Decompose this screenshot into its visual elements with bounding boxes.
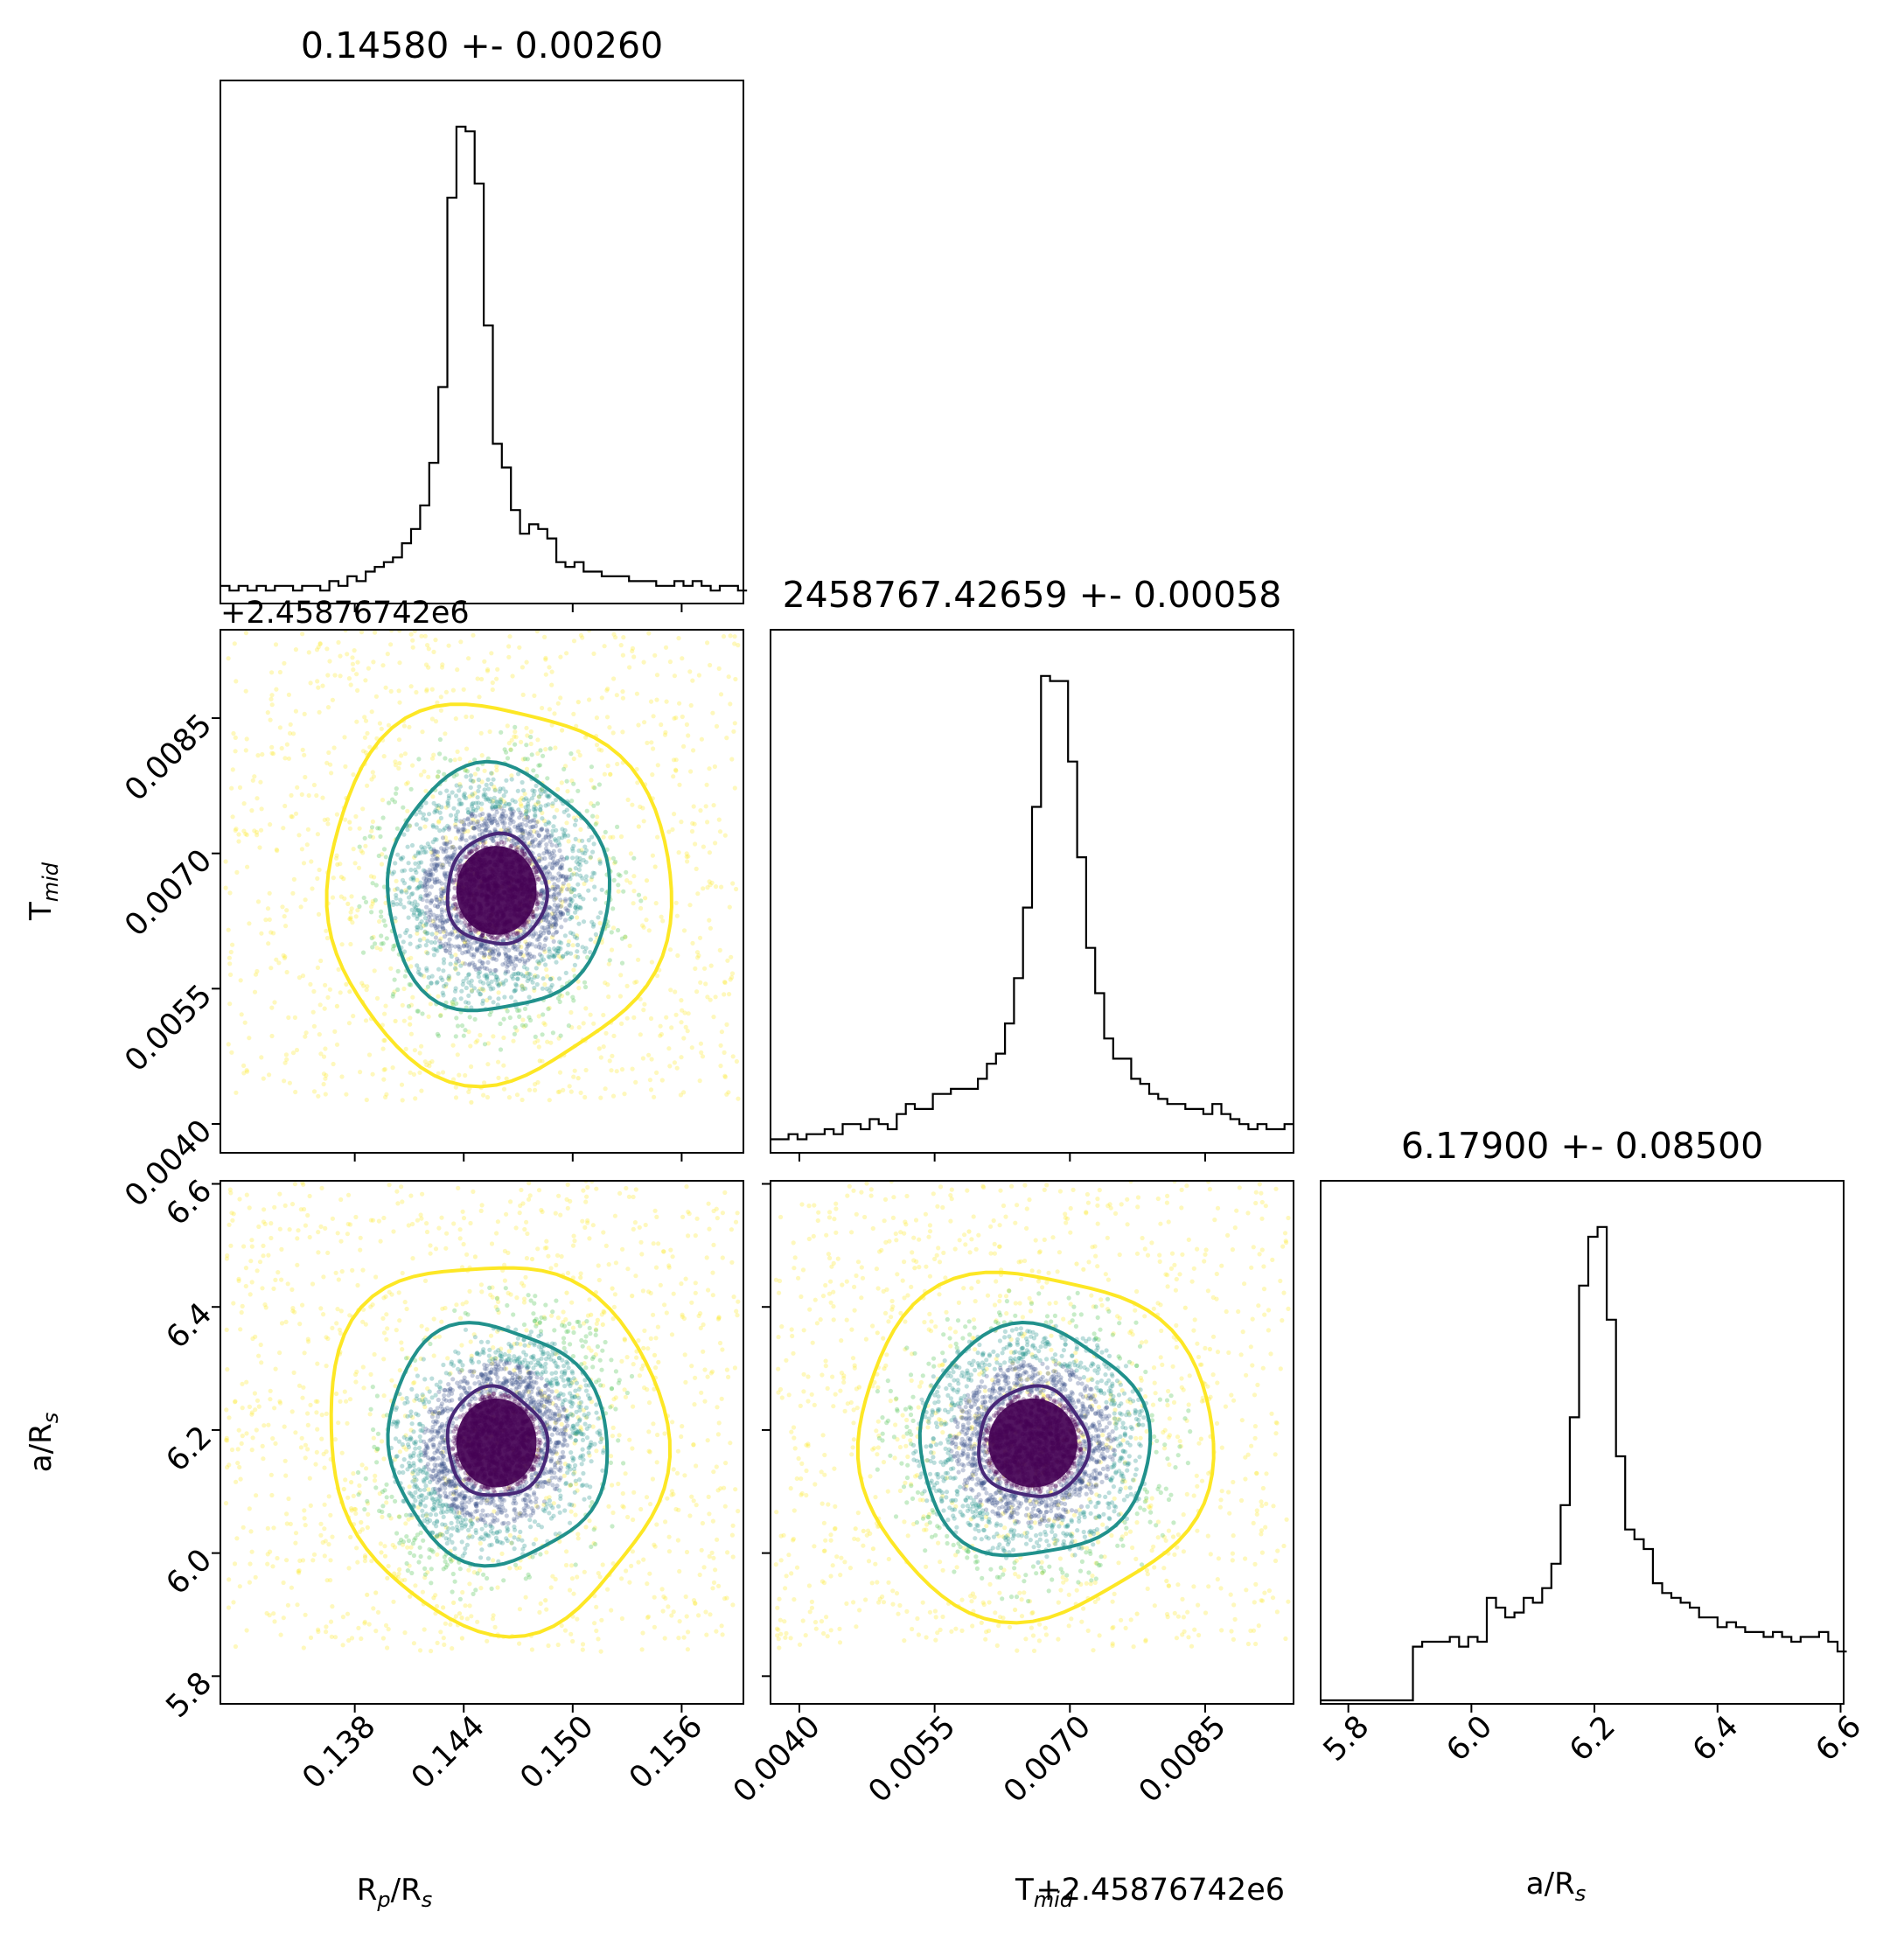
histogram-step-tmid [771, 674, 1294, 1141]
contour-middle [385, 759, 612, 1013]
panel-frame [220, 629, 744, 1154]
contour-inner [977, 1384, 1091, 1498]
histogram-panel-rp [220, 80, 748, 604]
x-tick-label-ars: 6.0 [1440, 1709, 1500, 1769]
contour-outer [324, 702, 673, 1089]
histogram-step-rp [220, 125, 748, 592]
x-offset-text-tmid: +2.45876742e6 [1036, 1873, 1285, 1908]
contour-inner [445, 1384, 550, 1497]
contour-outer [329, 1266, 673, 1639]
contour-middle [386, 1321, 610, 1568]
contour-middle [917, 1320, 1153, 1558]
contour-inner [445, 831, 549, 946]
x-tick-label-ars: 6.6 [1810, 1709, 1869, 1769]
y-offset-text-tmid: +2.45876742e6 [220, 596, 470, 631]
y-axis-label-ars: a/Rs [24, 1413, 63, 1472]
density-core [988, 1398, 1078, 1488]
histogram-title-ars: 6.17900 +- 0.08500 [1401, 1125, 1763, 1167]
x-tick-label-ars: 5.8 [1317, 1709, 1377, 1769]
x-tick-label-ars: 6.4 [1686, 1709, 1746, 1769]
x-tick-label-rp: 0.150 [514, 1709, 601, 1796]
y-tick-label-ars: 6.4 [160, 1296, 220, 1356]
x-tick-label-rp: 0.144 [405, 1709, 492, 1796]
scatter-panel-rp-ars [220, 1180, 744, 1705]
density-core [456, 1398, 537, 1488]
panel-frame-tmid [770, 629, 1294, 1154]
density-core [456, 846, 537, 935]
y-tick-label-ars: 6.0 [160, 1543, 220, 1602]
contour-outer [855, 1270, 1216, 1625]
y-axis-label-tmid: Tmid [24, 862, 63, 921]
panel-frame [220, 1180, 744, 1705]
y-tick-label-ars: 5.8 [160, 1665, 220, 1725]
x-tick-label-tmid: 0.0040 [727, 1709, 827, 1810]
x-axis-label-rp: Rp/Rs [357, 1873, 432, 1912]
histogram-title-rp: 0.14580 +- 0.00260 [301, 24, 663, 66]
y-tick-label-tmid: 0.0055 [118, 978, 219, 1078]
x-tick-label-tmid: 0.0055 [862, 1709, 963, 1810]
scatter-panel-tmid-ars [770, 1180, 1294, 1705]
histogram-panel-tmid [770, 629, 1294, 1154]
panel-frame-ars [1320, 1180, 1845, 1705]
x-tick-label-tmid: 0.0085 [1133, 1709, 1233, 1810]
x-axis-label-ars: a/Rs [1526, 1867, 1586, 1906]
panel-frame-rp [220, 80, 744, 604]
panel-frame [770, 1180, 1294, 1705]
x-axis-label-tmid: Tmid [1015, 1873, 1074, 1912]
scatter-panel-rp-tmid [220, 629, 744, 1154]
y-tick-label-ars: 6.2 [160, 1420, 220, 1479]
histogram-step-ars [1321, 1225, 1847, 1702]
histogram-title-tmid: 2458767.42659 +- 0.00058 [783, 574, 1282, 616]
histogram-panel-ars [1320, 1180, 1847, 1705]
y-tick-label-tmid: 0.0085 [118, 708, 219, 808]
x-tick-label-tmid: 0.0070 [997, 1709, 1098, 1810]
x-tick-label-ars: 6.2 [1563, 1709, 1622, 1769]
x-tick-label-rp: 0.138 [296, 1709, 382, 1796]
x-tick-label-rp: 0.156 [623, 1709, 709, 1796]
y-tick-label-tmid: 0.0070 [118, 843, 219, 944]
